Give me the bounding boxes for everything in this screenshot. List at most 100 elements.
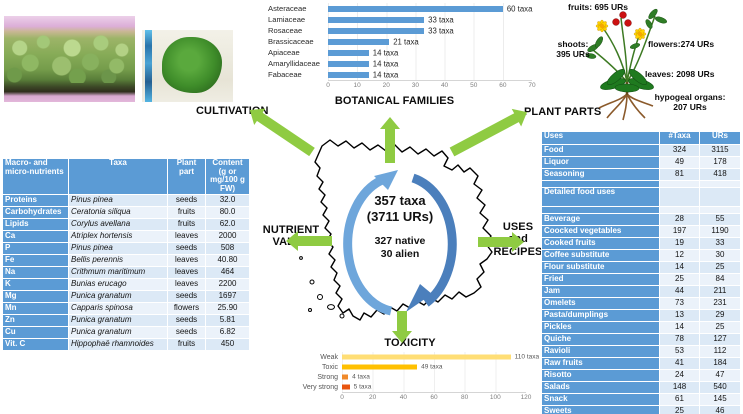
table-row: Proteins Pinus pinea seeds 32.0 xyxy=(2,193,250,207)
cell: leaves xyxy=(167,253,206,267)
berries xyxy=(612,11,632,27)
arrow-shaft xyxy=(256,112,315,157)
table-row: Detailed food uses xyxy=(541,187,741,207)
cell: leaves xyxy=(167,265,206,279)
nutrients-header-row: Macro- and micro-nutrients Taxa Plant pa… xyxy=(2,158,250,195)
cell: Omelets xyxy=(541,297,660,310)
table-row: Liquor 49 178 xyxy=(541,156,741,169)
axis-tick: 40 xyxy=(399,394,407,401)
table-row: Raw fruits 41 184 xyxy=(541,357,741,370)
category-label: Apiaceae xyxy=(268,48,300,57)
cell: Crithmum maritimum xyxy=(68,265,168,279)
cell: 78 xyxy=(659,333,700,346)
cell: 184 xyxy=(699,357,741,370)
table-row: Ca Atriplex hortensis leaves 2000 xyxy=(2,229,250,243)
axis-tick: 30 xyxy=(411,82,420,89)
chart-row: Weak 110 taxa xyxy=(292,352,539,362)
table-row: Coffee substitute 12 30 xyxy=(541,249,741,262)
cell: 40.80 xyxy=(205,253,250,267)
bar-value-label: 33 taxa xyxy=(428,26,454,35)
table-row: P Pinus pinea seeds 508 xyxy=(2,241,250,255)
cell: Liquor xyxy=(541,156,660,169)
cell: 41 xyxy=(659,357,700,370)
bar xyxy=(328,27,425,34)
cell: 25 xyxy=(659,273,700,286)
cell: Ravioli xyxy=(541,345,660,358)
cell: Raw fruits xyxy=(541,357,660,370)
header-cell: Plant part xyxy=(167,158,206,195)
cell: Seasoning xyxy=(541,168,660,181)
cell: 32.0 xyxy=(205,193,250,207)
axis-tick: 40 xyxy=(440,82,449,89)
axis-tick: 20 xyxy=(382,82,390,89)
chart-row: Apiaceae 14 taxa xyxy=(268,47,532,58)
cell: 84 xyxy=(699,273,741,286)
bar xyxy=(342,354,511,360)
cell: Lipids xyxy=(2,217,69,231)
uses-table: Uses #Taxa URs Food 324 3115 Liquor 49 178 Sea… xyxy=(541,131,741,414)
nutrients-tbody: Macro- and micro-nutrients Taxa Plant pa… xyxy=(2,158,250,351)
category-label: Amaryllidaceae xyxy=(268,59,320,68)
table-row: Coocked vegetables 197 1190 xyxy=(541,225,741,238)
cell: 1190 xyxy=(699,225,741,238)
hypogeal-line1: hypogeal organs: xyxy=(654,92,726,102)
chart-row: Lamiaceae 33 taxa xyxy=(268,14,532,25)
plot-area: 60 taxa xyxy=(328,3,532,14)
cell: Risotto xyxy=(541,369,660,382)
cell: fruits xyxy=(167,205,206,219)
nutrient-value-line1: NUTRIENT xyxy=(262,224,320,236)
cell: 3115 xyxy=(699,144,741,157)
plant-parts-label: PLANT PARTS xyxy=(524,106,602,118)
bar xyxy=(342,384,350,390)
cell: Coocked vegetables xyxy=(541,225,660,238)
blue-ruler-strip xyxy=(145,30,152,102)
table-row: Lipids Corylus avellana fruits 62.0 xyxy=(2,217,250,231)
cell: 24 xyxy=(659,369,700,382)
table-row: Jam 44 211 xyxy=(541,285,741,298)
category-label: Asteraceae xyxy=(268,4,307,13)
cell: 1697 xyxy=(205,289,250,303)
cycle-arrowhead-down xyxy=(406,284,432,312)
cell: 81 xyxy=(659,168,700,181)
cell: 464 xyxy=(205,265,250,279)
table-row xyxy=(541,180,741,188)
uses-header-row: Uses #Taxa URs xyxy=(541,131,741,145)
cell xyxy=(659,180,700,188)
chart-row: Very strong 5 taxa xyxy=(292,382,526,392)
toxicity-chart-rows: Weak 110 taxa Toxic 49 taxa Strong 4 taxa Very… xyxy=(292,352,539,392)
stems xyxy=(592,15,656,83)
hypogeal-line2: 207 URs xyxy=(673,101,707,112)
cell: Salads xyxy=(541,381,660,394)
table-row: Na Crithmum maritimum leaves 464 xyxy=(2,265,250,279)
plot-area: 33 taxa xyxy=(328,14,532,25)
cell: Proteins xyxy=(2,193,69,207)
cell: Bunias erucago xyxy=(68,277,168,291)
table-row: Mn Capparis spinosa flowers 25.90 xyxy=(2,301,250,315)
chart-row: Strong 4 taxa xyxy=(292,372,526,382)
cell: Mg xyxy=(2,289,69,303)
flower-right xyxy=(633,27,647,41)
cell: Na xyxy=(2,265,69,279)
arrow-head xyxy=(512,232,524,252)
cell xyxy=(699,206,741,214)
arrow-head xyxy=(392,331,412,343)
cell: K xyxy=(2,277,69,291)
cell: 49 xyxy=(659,156,700,169)
shoots-label: shoots: 395 URs xyxy=(550,39,596,60)
axis-tick: 120 xyxy=(520,394,532,401)
table-row: Ravioli 53 112 xyxy=(541,345,741,358)
cell: 540 xyxy=(699,381,741,394)
uses-tbody: Uses #Taxa URs Food 324 3115 Liquor 49 178 Sea… xyxy=(541,131,741,414)
hub-alien: 30 alien xyxy=(380,248,420,261)
axis-tick: 10 xyxy=(353,82,361,89)
table-row: Cu Punica granatum seeds 6.82 xyxy=(2,325,250,339)
leaves-label: leaves: 2098 URs xyxy=(645,69,715,79)
chart-row: Fabaceae 14 taxa xyxy=(268,69,532,80)
cell: 13 xyxy=(659,309,700,322)
cell: 33 xyxy=(699,237,741,250)
cell: Food xyxy=(541,144,660,157)
category-label: Lamiaceae xyxy=(268,15,306,24)
table-row: Seasoning 81 418 xyxy=(541,168,741,181)
fruits-label: fruits: 695 URs xyxy=(568,2,628,12)
